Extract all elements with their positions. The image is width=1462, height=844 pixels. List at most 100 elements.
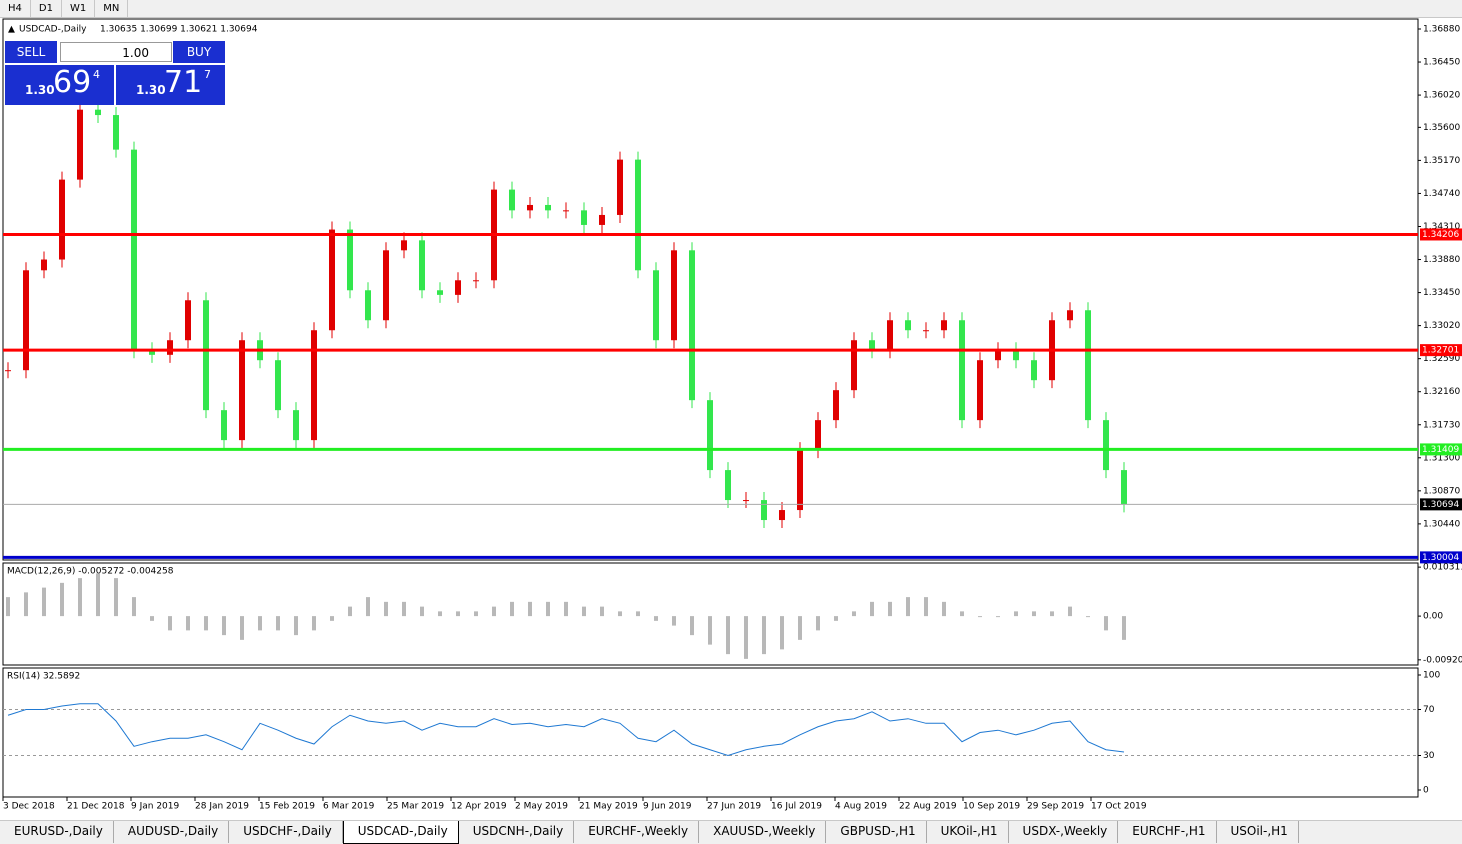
macd-bar [330, 616, 334, 621]
level-tag [1420, 551, 1462, 564]
y-tick-label: 1.30870 [1423, 486, 1460, 496]
sell-price[interactable]: 1.30 69 4 [5, 65, 114, 105]
x-tick-label: 10 Sep 2019 [963, 802, 1020, 812]
macd-bar [6, 597, 10, 617]
candle [293, 410, 299, 441]
chart-tab[interactable]: GBPUSD-,H1 [826, 821, 927, 843]
buy-price[interactable]: 1.30 71 7 [116, 65, 225, 105]
candle [887, 320, 893, 351]
candle [959, 320, 965, 421]
level-label: 1.32701 [1422, 346, 1459, 356]
candle [707, 400, 713, 471]
chart-tab[interactable]: UKOil-,H1 [927, 821, 1009, 843]
macd-bar [816, 616, 820, 631]
y-tick-label: 1.32590 [1423, 354, 1460, 364]
candle [1121, 470, 1127, 505]
macd-bar [564, 601, 568, 617]
timeframe-tab[interactable]: W1 [62, 0, 96, 17]
macd-bar [834, 616, 838, 621]
macd-bar [402, 601, 406, 617]
candle [1013, 350, 1019, 361]
trade-panel: SELL 1.00 BUY 1.30 69 4 1.30 71 7 [5, 41, 225, 105]
y-tick-label: 70 [1423, 705, 1435, 715]
x-tick-label: 21 May 2019 [579, 802, 638, 812]
macd-bar [744, 616, 748, 659]
chart-tab[interactable]: USOil-,H1 [1217, 821, 1299, 843]
candle [95, 109, 101, 116]
candle [365, 290, 371, 321]
macd-bar [1104, 616, 1108, 631]
x-tick-label: 27 Jun 2019 [707, 802, 761, 812]
y-tick-label: 1.36020 [1423, 91, 1460, 101]
chart-tab[interactable]: USDCHF-,Daily [229, 821, 343, 843]
macd-bar [1122, 616, 1126, 640]
macd-bar [456, 611, 460, 617]
chart-tab[interactable]: USDCNH-,Daily [459, 821, 575, 843]
x-tick-label: 22 Aug 2019 [899, 802, 957, 812]
candle [995, 350, 1001, 361]
chart: ▲ USDCAD-,Daily 1.30635 1.30699 1.30621 … [2, 18, 1462, 812]
chart-tab[interactable]: AUDUSD-,Daily [114, 821, 230, 843]
symbol: USDCAD-,Daily [19, 25, 87, 35]
buy-button[interactable]: BUY [173, 41, 225, 63]
rsi-panel [2, 667, 1419, 798]
macd-bar [150, 616, 154, 621]
chart-tab[interactable]: XAUUSD-,Weekly [699, 821, 827, 843]
y-tick-label: 1.36450 [1423, 58, 1460, 68]
macd-bar [492, 606, 496, 617]
candle [167, 340, 173, 355]
level-label: 1.30004 [1422, 553, 1459, 563]
timeframe-tab[interactable]: H4 [0, 0, 31, 17]
x-tick-label: 29 Sep 2019 [1027, 802, 1084, 812]
macd-bar [546, 601, 550, 617]
y-tick-label: 30 [1423, 751, 1435, 761]
ohlc: 1.30635 1.30699 1.30621 1.30694 [100, 25, 258, 35]
macd-bar [852, 611, 856, 617]
macd-bar [222, 616, 226, 636]
sell-big: 1.30 [25, 83, 55, 97]
candle [311, 330, 317, 441]
candle [329, 229, 335, 331]
x-tick-label: 6 Mar 2019 [323, 802, 375, 812]
macd-bar [690, 616, 694, 636]
lot-input[interactable]: 1.00 [60, 42, 172, 62]
timeframe-tab[interactable]: D1 [31, 0, 62, 17]
macd-bar [798, 616, 802, 640]
candle [23, 270, 29, 371]
x-tick-label: 9 Jan 2019 [131, 802, 179, 812]
level-label: 1.31409 [1422, 445, 1459, 455]
candle [149, 350, 155, 355]
chart-tab[interactable]: EURUSD-,Daily [0, 821, 114, 843]
macd-bar [888, 601, 892, 617]
x-tick-label: 4 Aug 2019 [835, 802, 887, 812]
chart-tab[interactable]: EURCHF-,H1 [1118, 821, 1217, 843]
y-tick-label: 1.34740 [1423, 189, 1460, 199]
chart-tab[interactable]: USDX-,Weekly [1009, 821, 1119, 843]
candle [509, 189, 515, 211]
macd-bar [582, 606, 586, 617]
macd-bar [384, 601, 388, 617]
x-tick-label: 17 Oct 2019 [1091, 802, 1147, 812]
macd-bar [906, 597, 910, 617]
macd-bar [366, 597, 370, 617]
timeframe-tab[interactable]: MN [95, 0, 129, 17]
chart-tab[interactable]: EURCHF-,Weekly [574, 821, 700, 843]
candle [1103, 420, 1109, 471]
macd-bar [1050, 611, 1054, 617]
y-tick-label: 1.31300 [1423, 453, 1460, 463]
macd-bar [960, 611, 964, 617]
x-tick-label: 3 Dec 2018 [3, 802, 55, 812]
level-tag [1420, 498, 1462, 511]
chart-tab[interactable]: USDCAD-,Daily [342, 821, 459, 844]
y-tick-label: 0.010311 [1423, 563, 1462, 573]
sell-button[interactable]: SELL [5, 41, 57, 63]
x-tick-label: 15 Feb 2019 [259, 802, 315, 812]
y-tick-label: 1.32160 [1423, 387, 1460, 397]
macd-bar [474, 611, 478, 617]
macd-bar [528, 601, 532, 617]
candle [275, 360, 281, 411]
y-tick-label: 1.35170 [1423, 156, 1460, 166]
y-tick-label: 1.34310 [1423, 222, 1460, 232]
candle [1067, 310, 1073, 321]
macd-bar [348, 606, 352, 617]
